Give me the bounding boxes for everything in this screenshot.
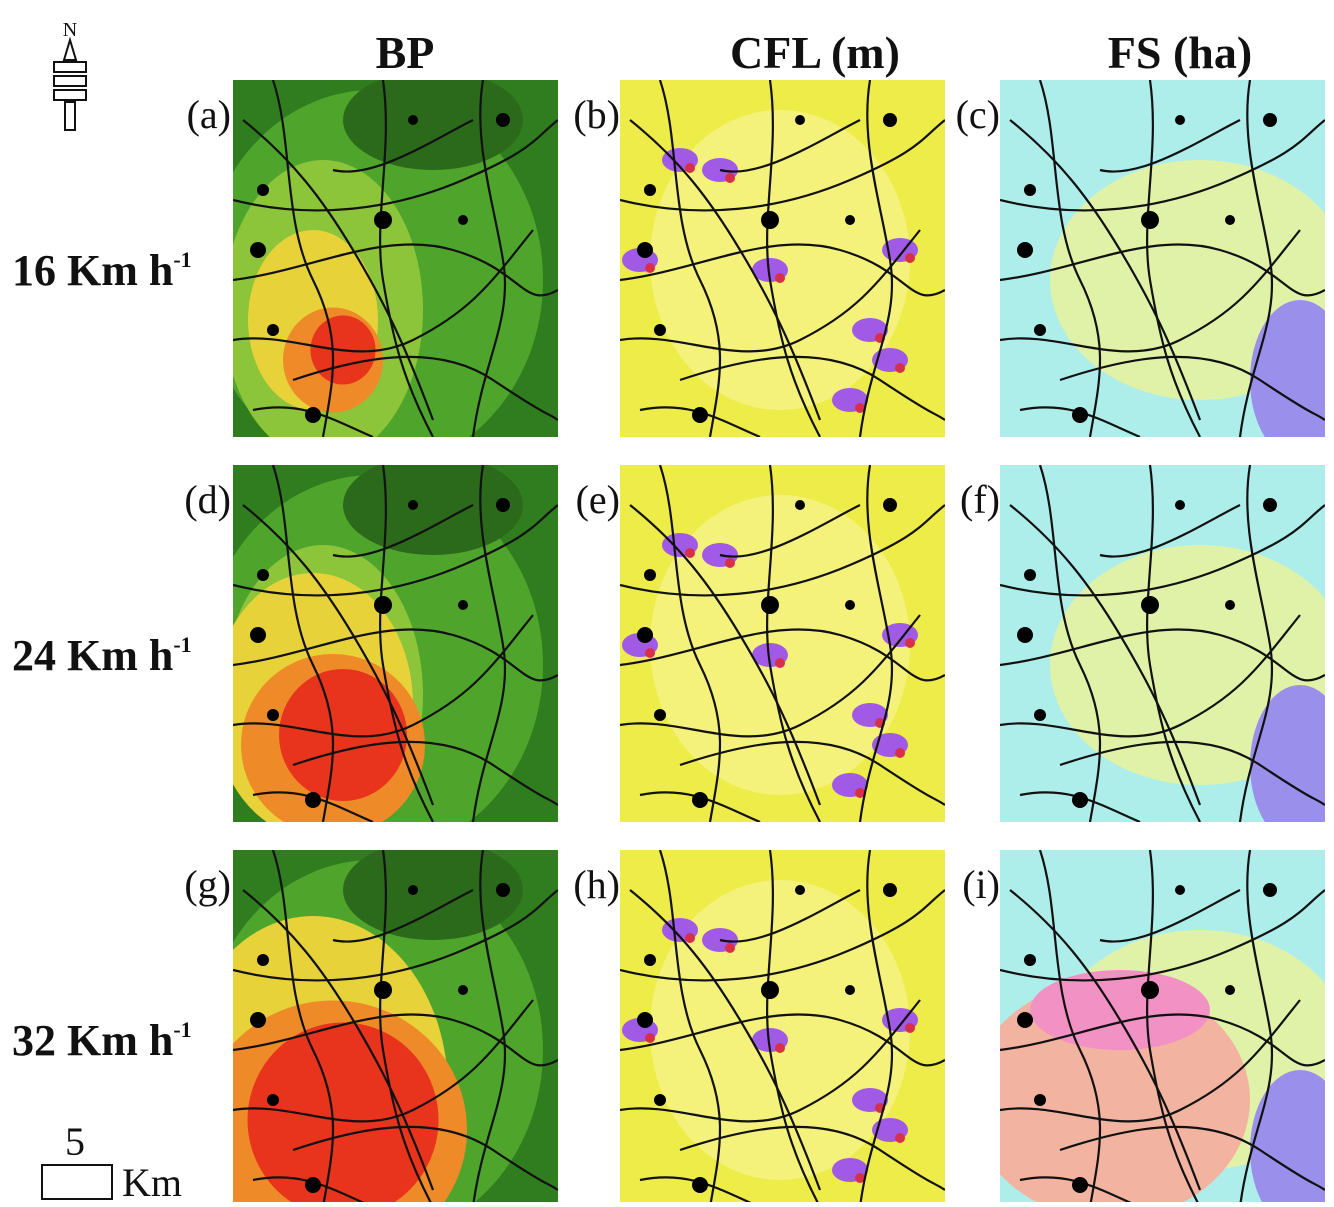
row-label-text: 24 Km h <box>12 631 173 680</box>
panel-label: (c) <box>956 92 1000 137</box>
row-label-superscript: -1 <box>173 1017 191 1042</box>
scale-bar: 5 Km <box>42 1119 182 1202</box>
panel-label: (i) <box>962 862 1000 907</box>
row-label: 32 Km h-1 <box>12 1016 192 1065</box>
fuel-patch <box>685 163 695 173</box>
map-panel <box>620 850 945 1202</box>
panel-label: (a) <box>187 92 231 137</box>
map-area <box>203 70 558 470</box>
map-panel <box>203 455 558 855</box>
map-area <box>970 850 1334 1202</box>
north-arrow: N <box>54 19 86 130</box>
panel-label: (f) <box>960 477 1000 522</box>
scale-box <box>42 1165 112 1199</box>
map-area <box>203 455 558 855</box>
fuel-patch <box>725 558 735 568</box>
column-title: CFL (m) <box>730 27 900 78</box>
row-label-text: 16 Km h <box>12 246 173 295</box>
figure: N BPCFL (m)FS (ha)16 Km h-1(a)(b)(c)24 K… <box>0 0 1334 1202</box>
map-area <box>1000 465 1334 845</box>
row-label-superscript: -1 <box>173 632 191 657</box>
map-area <box>1000 80 1334 460</box>
fuel-patch <box>645 263 655 273</box>
scale-unit: Km <box>122 1160 182 1202</box>
map-panel <box>1000 80 1334 460</box>
row-label: 24 Km h-1 <box>12 631 192 680</box>
fuel-patch <box>775 658 785 668</box>
column-title: FS (ha) <box>1108 27 1252 78</box>
fuel-patch <box>905 1023 915 1033</box>
map-panel <box>620 465 945 822</box>
panel-label: (b) <box>573 92 620 137</box>
fuel-patch <box>645 1033 655 1043</box>
panel-label: (d) <box>184 477 231 522</box>
fuel-patch <box>685 548 695 558</box>
fuel-patch <box>895 748 905 758</box>
fuel-patch <box>905 638 915 648</box>
fuel-patch <box>905 253 915 263</box>
fuel-patch <box>775 1043 785 1053</box>
map-area <box>620 465 945 822</box>
map-area <box>620 80 945 437</box>
panels <box>178 70 1334 1202</box>
scale-value: 5 <box>65 1119 85 1164</box>
fuel-patch <box>895 1133 905 1143</box>
fuel-patch <box>775 273 785 283</box>
map-panel <box>620 80 945 437</box>
panel-label: (e) <box>576 477 620 522</box>
row-label-text: 32 Km h <box>12 1016 173 1065</box>
row-label-superscript: -1 <box>173 247 191 272</box>
fuel-patch <box>645 648 655 658</box>
map-area <box>178 840 558 1202</box>
fuel-patch <box>895 363 905 373</box>
row-label: 16 Km h-1 <box>12 246 192 295</box>
map-panel <box>203 70 558 470</box>
column-title: BP <box>376 27 435 78</box>
map-panel <box>1000 465 1334 845</box>
panel-label: (g) <box>184 862 231 907</box>
fuel-patch <box>685 933 695 943</box>
map-area <box>620 850 945 1202</box>
panel-label: (h) <box>573 862 620 907</box>
map-panel <box>178 840 558 1202</box>
fuel-patch <box>725 173 735 183</box>
fuel-patch <box>725 943 735 953</box>
map-panel <box>970 850 1334 1202</box>
